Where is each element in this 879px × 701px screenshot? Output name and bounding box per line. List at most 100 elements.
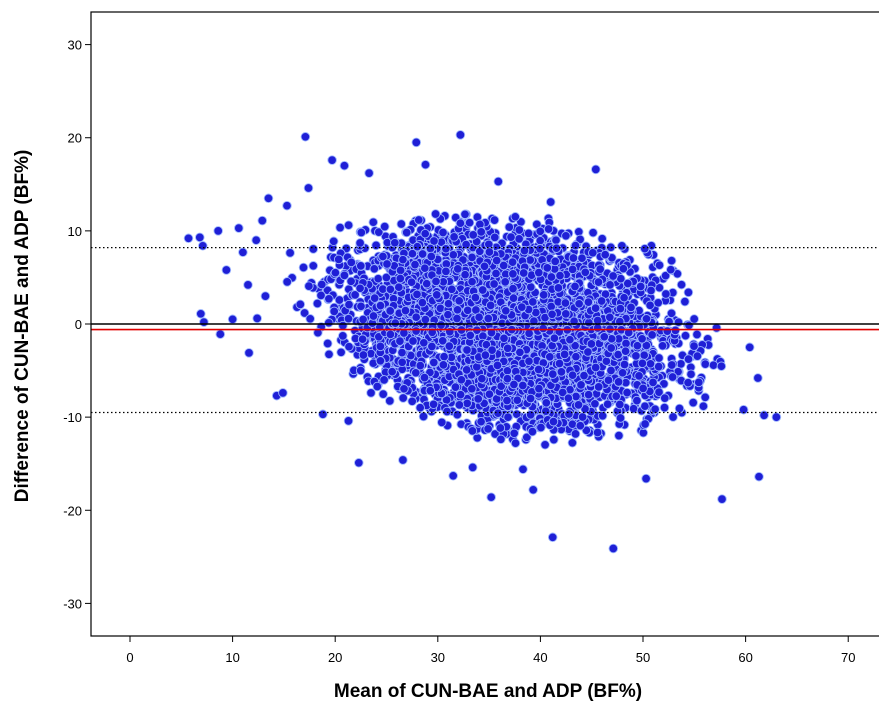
data-point — [759, 410, 769, 421]
data-point — [378, 251, 388, 262]
data-point — [535, 235, 545, 246]
data-point — [234, 223, 244, 233]
data-point — [473, 394, 483, 404]
data-point — [417, 249, 428, 259]
data-point — [401, 227, 412, 238]
data-point — [227, 314, 238, 325]
data-point — [408, 336, 418, 346]
data-point — [324, 294, 334, 304]
data-point — [244, 348, 254, 358]
data-point — [508, 269, 518, 279]
data-point — [619, 292, 629, 303]
data-point — [631, 351, 641, 361]
data-point — [455, 130, 466, 140]
data-point — [369, 293, 380, 303]
data-point — [429, 357, 439, 368]
data-point — [295, 299, 306, 310]
data-point — [523, 228, 534, 239]
data-point — [615, 413, 626, 423]
data-point — [355, 365, 366, 376]
data-point — [263, 193, 274, 204]
data-point — [437, 336, 448, 346]
x-tick-label: 30 — [431, 650, 445, 665]
data-point — [606, 343, 616, 353]
data-point — [514, 225, 525, 235]
data-point — [504, 222, 515, 232]
data-point — [641, 473, 651, 484]
data-point — [199, 317, 209, 327]
data-point — [617, 368, 628, 378]
data-point — [419, 338, 429, 348]
data-point — [438, 360, 449, 370]
data-point — [299, 308, 310, 318]
data-point — [305, 314, 315, 324]
data-point — [583, 347, 593, 357]
data-point — [412, 289, 422, 300]
data-point — [667, 372, 678, 382]
data-point — [460, 269, 470, 280]
data-point — [356, 227, 367, 238]
data-point — [570, 340, 580, 351]
data-point — [580, 267, 591, 278]
data-point — [608, 543, 619, 554]
data-point — [711, 323, 722, 333]
plot-frame — [90, 11, 879, 637]
data-point — [327, 155, 337, 165]
data-point — [412, 241, 423, 252]
data-point — [596, 296, 607, 306]
data-point — [583, 297, 594, 307]
data-point — [517, 302, 527, 312]
data-point — [447, 284, 457, 295]
x-tick-label: 60 — [738, 650, 752, 665]
data-point — [481, 339, 492, 350]
data-point — [603, 375, 614, 385]
data-point — [573, 400, 584, 410]
data-point — [528, 485, 538, 495]
data-point — [243, 280, 253, 290]
data-point — [519, 245, 530, 256]
data-point — [355, 283, 365, 294]
data-point — [461, 239, 471, 250]
data-point — [419, 372, 430, 383]
data-point — [477, 373, 487, 384]
data-point — [313, 327, 323, 338]
data-point — [525, 255, 535, 265]
data-point — [654, 387, 664, 397]
data-point — [546, 272, 557, 282]
data-point — [379, 375, 389, 385]
data-point — [364, 168, 374, 178]
data-point — [350, 290, 360, 300]
data-point — [215, 329, 226, 339]
data-point — [548, 416, 559, 427]
data-point — [399, 384, 409, 394]
data-point — [576, 380, 586, 390]
y-tick-label: 0 — [75, 317, 82, 332]
data-point — [541, 398, 552, 408]
data-point — [506, 232, 516, 242]
data-point — [533, 364, 544, 375]
data-point — [196, 309, 206, 319]
data-point — [308, 261, 319, 271]
data-point — [442, 406, 452, 417]
data-point — [583, 389, 594, 400]
data-point — [428, 399, 439, 410]
data-point — [716, 361, 727, 371]
data-point — [278, 388, 288, 398]
data-point — [493, 408, 503, 418]
data-point — [415, 402, 425, 413]
data-point — [754, 471, 764, 482]
data-point — [509, 379, 519, 390]
data-point — [632, 395, 642, 406]
data-point — [588, 248, 598, 258]
data-point — [427, 341, 437, 352]
y-tick-label: -20 — [63, 503, 82, 518]
data-point — [344, 341, 354, 352]
data-point — [304, 281, 314, 291]
data-point — [395, 265, 406, 276]
data-point — [689, 341, 699, 351]
data-point — [560, 298, 571, 308]
data-point — [645, 300, 655, 311]
data-point — [574, 299, 584, 309]
y-tick-label: 10 — [68, 224, 82, 239]
data-point — [467, 462, 478, 473]
